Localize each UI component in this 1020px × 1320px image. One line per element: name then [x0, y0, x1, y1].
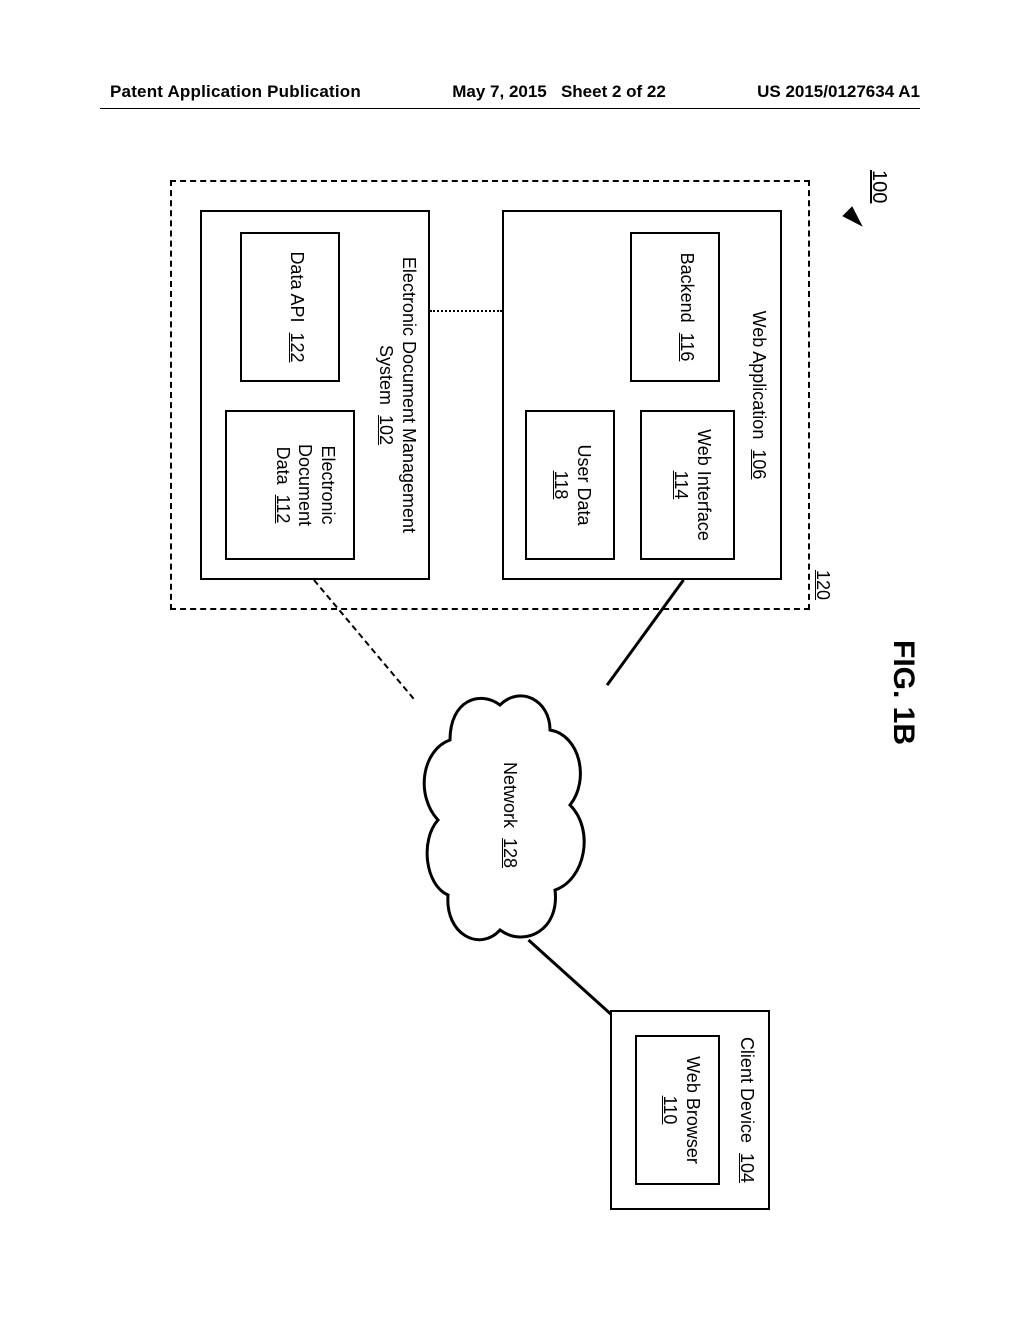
- figure-viewport: FIG. 1B 100 120 Web Application 106 Back…: [90, 140, 930, 1220]
- arrow-icon: [842, 206, 867, 231]
- backend-label: Backend 116: [676, 234, 699, 380]
- server-group-ref: 120: [812, 570, 835, 600]
- edoc-data-label: Electronic Document Data 112: [272, 412, 340, 558]
- data-api-label: Data API 122: [286, 234, 309, 380]
- user-data-label: User Data118: [550, 412, 595, 558]
- header-docket: US 2015/0127634 A1: [757, 82, 920, 102]
- web-interface-box: Web Interface114: [640, 410, 735, 560]
- network-label: Network 128: [499, 680, 520, 950]
- web-browser-label: Web Browser110: [659, 1037, 704, 1183]
- backend-box: Backend 116: [630, 232, 720, 382]
- edoc-data-box: Electronic Document Data 112: [225, 410, 355, 560]
- figure-ref: 100: [867, 170, 890, 203]
- page-header: Patent Application Publication May 7, 20…: [0, 82, 1020, 102]
- user-data-box: User Data118: [525, 410, 615, 560]
- header-left: Patent Application Publication: [110, 82, 361, 102]
- data-api-box: Data API 122: [240, 232, 340, 382]
- figure-stage: FIG. 1B 100 120 Web Application 106 Back…: [90, 140, 930, 1220]
- header-rule: [100, 108, 920, 109]
- client-device-title: Client Device 104: [736, 1012, 759, 1208]
- web-browser-box: Web Browser110: [635, 1035, 720, 1185]
- edms-title: Electronic Document Management System 10…: [375, 212, 420, 578]
- internal-link: [430, 310, 502, 312]
- network-cloud: Network 128: [410, 680, 600, 950]
- web-application-title: Web Application 106: [748, 212, 771, 578]
- figure-title: FIG. 1B: [886, 640, 920, 745]
- web-interface-label: Web Interface114: [670, 412, 715, 558]
- header-date: May 7, 2015 Sheet 2 of 22: [452, 82, 666, 102]
